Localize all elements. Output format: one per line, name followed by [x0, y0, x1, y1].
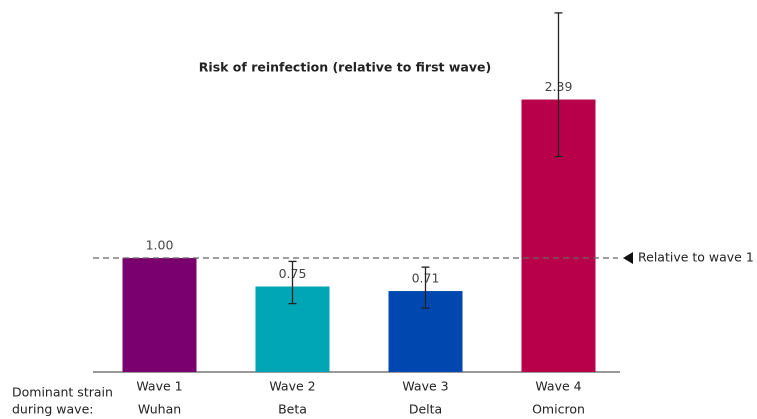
strain-label: Beta: [278, 402, 307, 417]
x-tick-label: Wave 4: [535, 379, 581, 394]
chart-title: Risk of reinfection (relative to first w…: [199, 60, 491, 75]
error-bar: [288, 260, 297, 305]
x-tick-label: Wave 1: [136, 379, 182, 394]
error-bar: [421, 266, 430, 309]
x-tick-label: Wave 2: [269, 379, 315, 394]
strain-label: Omicron: [532, 402, 585, 417]
bar: [122, 258, 197, 372]
x-tick-label: Wave 3: [402, 379, 448, 394]
reference-label: Relative to wave 1: [638, 250, 754, 265]
strain-label: Wuhan: [138, 402, 181, 417]
row-label: during wave:: [12, 402, 93, 417]
error-bar: [554, 12, 563, 158]
value-label: 1.00: [146, 238, 174, 253]
strain-label: Delta: [409, 402, 442, 417]
row-label: Dominant strain: [12, 385, 113, 400]
reference-arrow: [623, 252, 633, 264]
